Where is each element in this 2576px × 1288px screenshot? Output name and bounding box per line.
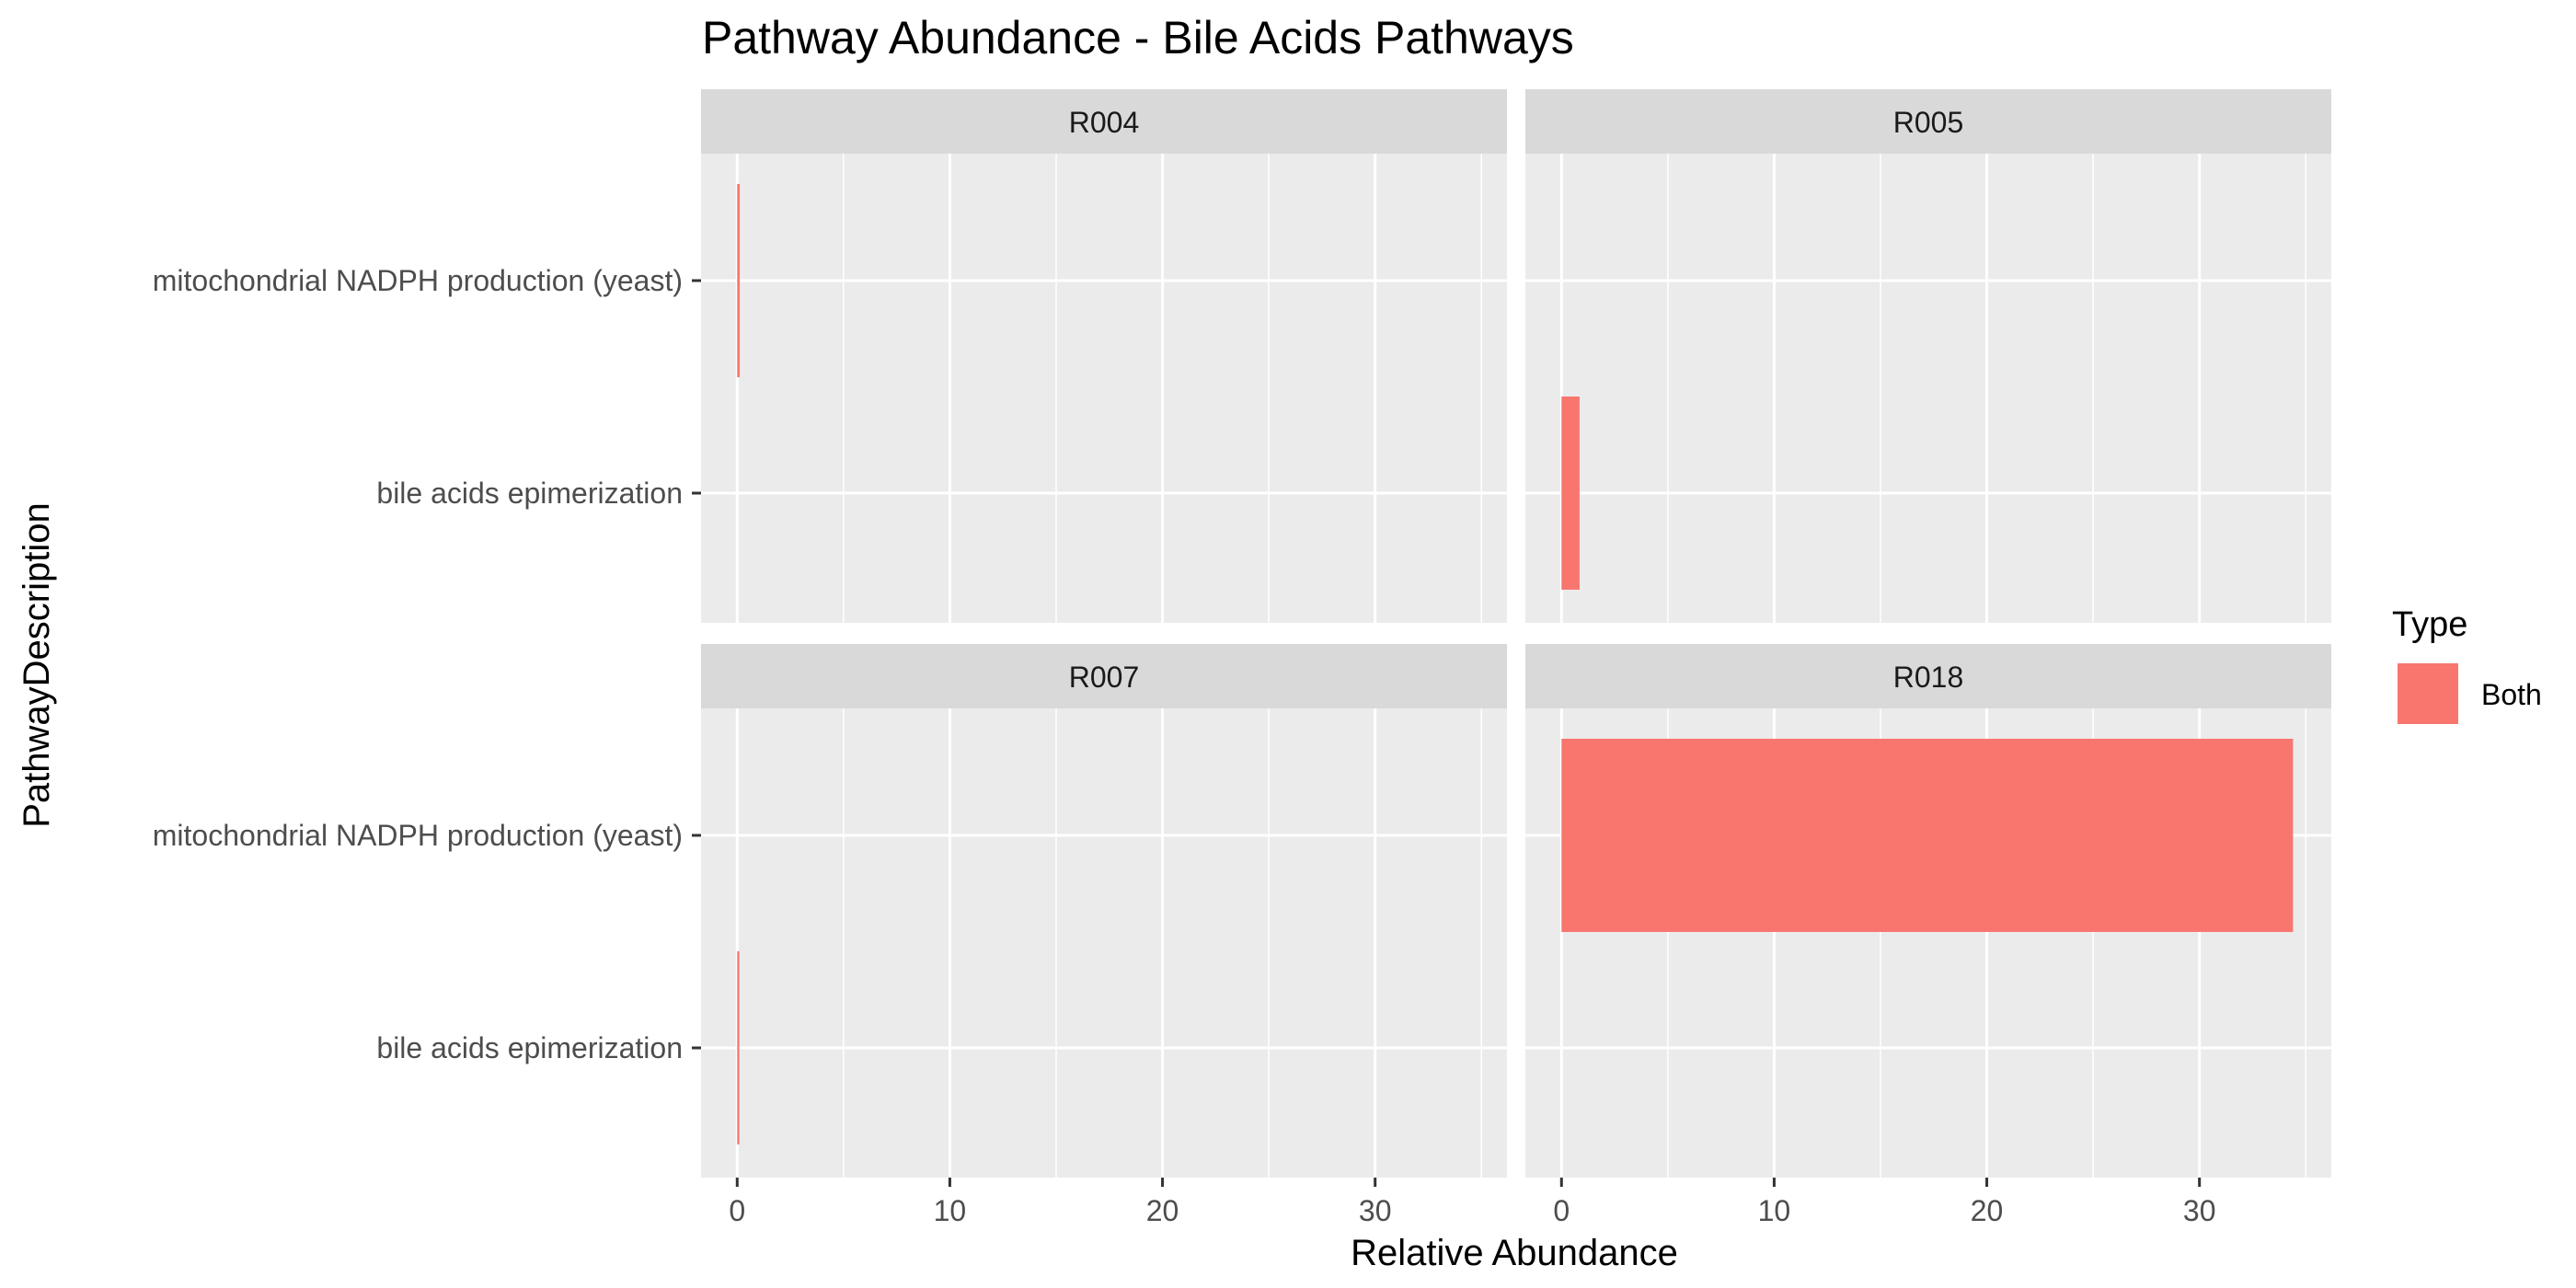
facet-strip	[1525, 644, 2331, 708]
bar	[1561, 397, 1580, 590]
panel-background	[701, 154, 1507, 623]
facet-panel: R018 0 10 20 30	[1525, 644, 2331, 1227]
legend-items: Both	[2396, 661, 2542, 726]
facet-label: R018	[1893, 661, 1964, 694]
x-tick-label: 0	[1553, 1194, 1570, 1227]
facet-panel: R004 mitochondrial NADPH production (yeas…	[153, 89, 1507, 623]
y-tick-label: bile acids epimerization	[376, 477, 683, 510]
x-tick-label: 30	[2183, 1194, 2216, 1227]
x-tick-label: 30	[1359, 1194, 1392, 1227]
bar	[1561, 739, 2294, 932]
facet-panels: R004 mitochondrial NADPH production (yeas…	[153, 89, 2331, 1227]
x-tick-label: 20	[1971, 1194, 2004, 1227]
facet-label: R005	[1893, 106, 1964, 139]
x-axis-title: Relative Abundance	[1351, 1233, 1678, 1273]
legend-title: Type	[2392, 605, 2467, 644]
x-tick-label: 10	[934, 1194, 967, 1227]
x-tick-label: 20	[1146, 1194, 1179, 1227]
facet-label: R004	[1069, 106, 1140, 139]
panel-background	[701, 708, 1507, 1178]
y-axis-title: PathwayDescription	[17, 502, 57, 828]
x-tick-label: 10	[1758, 1194, 1791, 1227]
facet-panel: R005	[1525, 89, 2331, 623]
y-tick-label: bile acids epimerization	[376, 1031, 683, 1064]
x-tick-label: 0	[729, 1194, 745, 1227]
bar	[737, 184, 741, 377]
legend: Type Both	[2392, 605, 2542, 726]
chart-title: Pathway Abundance - Bile Acids Pathways	[702, 12, 1574, 63]
y-tick-label: mitochondrial NADPH production (yeast)	[153, 819, 683, 852]
legend-swatch	[2396, 661, 2460, 726]
facet-label: R007	[1069, 661, 1140, 694]
facet-panel: R007 mitochondrial NADPH production (yeas…	[153, 644, 1507, 1227]
facet-strip	[701, 89, 1507, 154]
legend-label: Both	[2481, 678, 2542, 711]
y-tick-label: mitochondrial NADPH production (yeast)	[153, 264, 683, 297]
panel-background	[1525, 154, 2331, 623]
bar	[737, 951, 740, 1144]
facet-strip	[701, 644, 1507, 708]
facet-strip	[1525, 89, 2331, 154]
